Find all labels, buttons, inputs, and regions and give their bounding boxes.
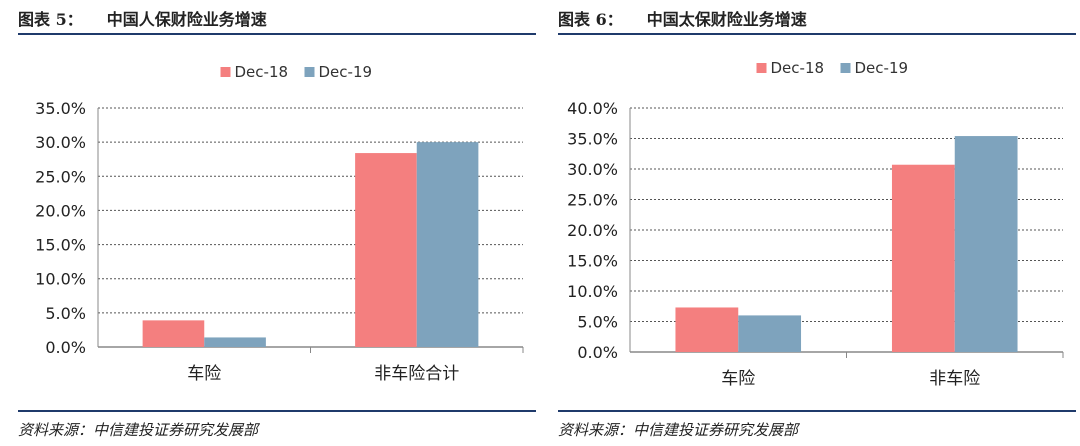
bar-dec-18-auto — [142, 320, 205, 347]
y-tick-label: 20.0% — [567, 221, 618, 240]
bar-dec-19-non-auto — [954, 136, 1018, 352]
legend-swatch — [840, 63, 851, 73]
figure-label: 图表 6： — [558, 10, 623, 29]
y-tick-label: 10.0% — [35, 270, 86, 289]
bar-dec-18-auto — [675, 307, 739, 352]
x-tick-label: 非车险 — [929, 369, 980, 389]
y-tick-label: 15.0% — [567, 252, 618, 271]
y-tick-label: 5.0% — [45, 304, 86, 323]
x-tick-label: 车险 — [721, 369, 755, 389]
y-tick-label: 30.0% — [567, 160, 618, 179]
figure-title: 图表 6： 中国太保财险业务增速 — [558, 6, 807, 30]
y-tick-label: 25.0% — [35, 167, 86, 186]
x-tick-label: 非车险合计 — [374, 364, 459, 384]
y-tick-label: 0.0% — [577, 343, 618, 362]
y-tick-label: 25.0% — [567, 191, 618, 210]
y-tick-label: 0.0% — [45, 338, 86, 357]
legend-label: Dec-19 — [855, 59, 909, 77]
bar-dec-19-auto — [738, 315, 802, 352]
legend-swatch — [756, 63, 767, 73]
y-tick-label: 10.0% — [567, 282, 618, 301]
y-tick-label: 35.0% — [35, 99, 86, 118]
bar-dec-18-non-auto — [891, 164, 955, 352]
figure-6: 图表 6： 中国太保财险业务增速 0.0% 5.0% 10.0% 15.0% 20.0% 2… — [558, 0, 1076, 446]
y-tick-label: 15.0% — [35, 236, 86, 255]
title-rule — [558, 33, 1076, 35]
figure-title: 图表 5： 中国人保财险业务增速 — [18, 6, 267, 30]
source-note: 资料来源：中信建投证券研究发展部 — [18, 421, 259, 439]
y-tick-label: 30.0% — [35, 133, 86, 152]
legend-swatch — [304, 67, 315, 77]
figure-title-text: 中国人保财险业务增速 — [106, 10, 267, 29]
source-rule — [558, 410, 1076, 412]
figure-title-text: 中国太保财险业务增速 — [646, 10, 807, 29]
legend-label: Dec-18 — [771, 59, 825, 77]
x-tick-label: 车险 — [187, 364, 221, 384]
y-tick-label: 35.0% — [567, 130, 618, 149]
y-tick-label: 40.0% — [567, 99, 618, 118]
legend-swatch — [220, 67, 231, 77]
legend-label: Dec-18 — [235, 63, 289, 81]
legend-label: Dec-19 — [319, 63, 373, 81]
figure-label: 图表 5： — [18, 10, 83, 29]
y-tick-label: 5.0% — [577, 313, 618, 332]
figure-5: 图表 5： 中国人保财险业务增速 0.0% 5.0% 10.0% 15.0% 20.0% 2… — [18, 0, 536, 446]
chart-picc: 0.0% 5.0% 10.0% 15.0% 20.0% 25.0% 30.0% 35.0% 车险… — [35, 63, 524, 384]
bar-dec-18-non-auto — [355, 153, 417, 347]
y-tick-label: 20.0% — [35, 201, 86, 220]
chart-cpic: 0.0% 5.0% 10.0% 15.0% 20.0% 25.0% 30.0% 35.0% 40… — [567, 59, 1064, 389]
bar-dec-19-non-auto — [416, 142, 479, 347]
bar-dec-19-auto — [204, 337, 266, 347]
source-rule — [18, 410, 536, 412]
source-note: 资料来源：中信建投证券研究发展部 — [558, 421, 799, 439]
title-rule — [18, 33, 536, 35]
